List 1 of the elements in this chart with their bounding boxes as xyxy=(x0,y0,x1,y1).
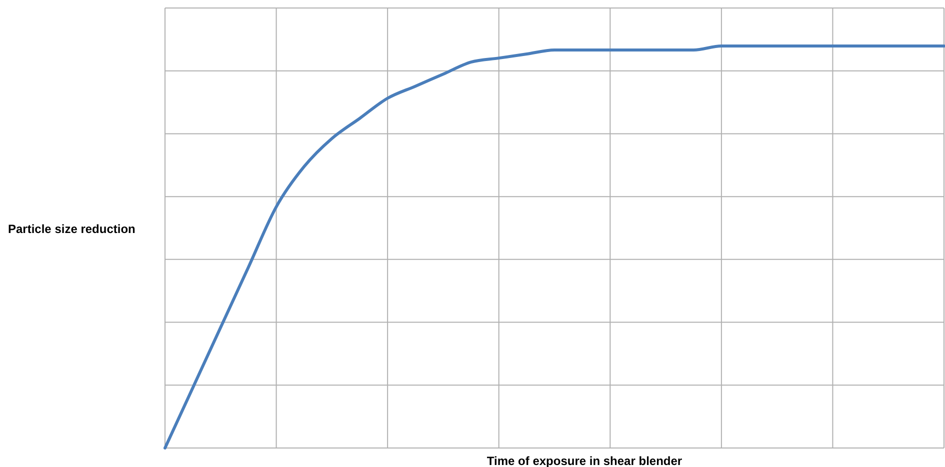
y-axis-title: Particle size reduction xyxy=(8,222,136,236)
